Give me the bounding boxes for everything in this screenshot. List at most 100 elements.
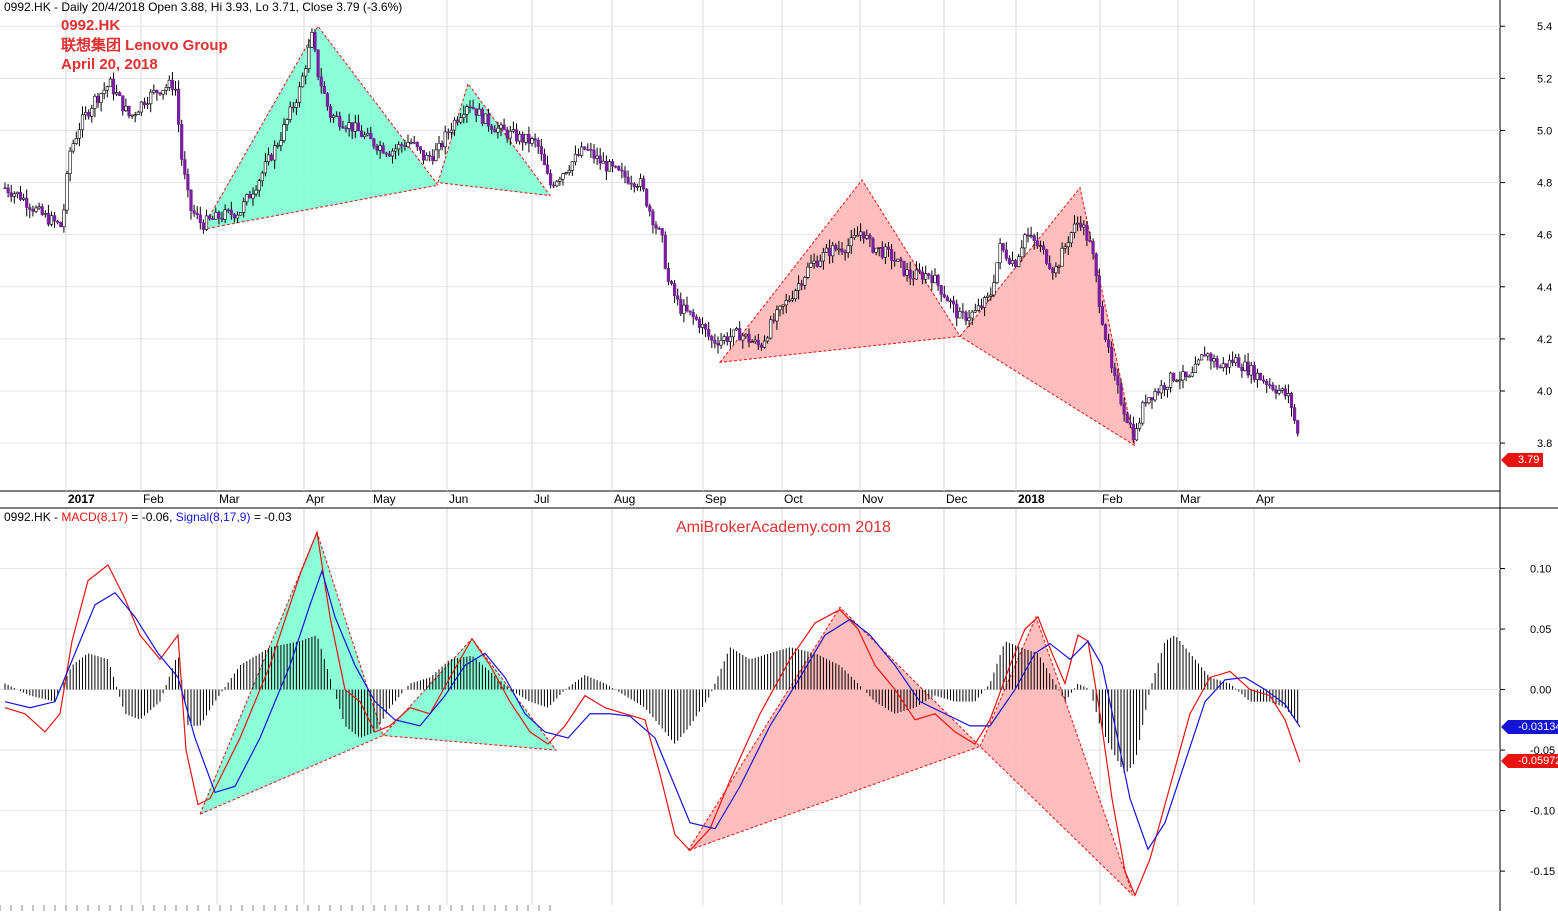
- candle-up: [567, 170, 571, 173]
- candle-down: [9, 192, 13, 197]
- x-axis-label: Jul: [534, 492, 549, 506]
- candle-up: [149, 91, 153, 105]
- candle-up: [347, 122, 351, 129]
- candle-down: [1231, 359, 1235, 364]
- candle-up: [164, 87, 168, 91]
- candle-down: [694, 316, 698, 320]
- x-axis-label: Sep: [705, 492, 727, 506]
- candle-up: [146, 103, 150, 106]
- candle-up: [855, 234, 860, 237]
- candle-up: [263, 161, 268, 174]
- candle-up: [982, 297, 987, 308]
- candle-down: [939, 285, 943, 295]
- candle-up: [1227, 359, 1232, 368]
- candle-down: [1079, 222, 1083, 228]
- candle-up: [173, 88, 178, 91]
- candle-up: [266, 154, 271, 163]
- candle-up: [307, 46, 311, 69]
- signal-value-badge: -0.031343: [1501, 720, 1558, 734]
- candle-down: [505, 129, 509, 139]
- candle-up: [924, 273, 928, 280]
- candle-down: [1051, 268, 1055, 274]
- candle-down: [316, 49, 320, 78]
- candle-down: [1150, 397, 1154, 401]
- x-axis-label: Feb: [1102, 492, 1123, 506]
- candle-down: [548, 173, 553, 186]
- candle-down: [335, 115, 339, 118]
- candle-up: [896, 258, 900, 262]
- candle-down: [1268, 384, 1272, 387]
- candle-down: [669, 281, 674, 284]
- macd-bull-pattern-triangle: [381, 637, 558, 751]
- candle-down: [552, 184, 556, 187]
- candle-up: [933, 275, 937, 284]
- candle-down: [403, 145, 407, 148]
- candle-down: [325, 93, 330, 107]
- candle-down: [1215, 358, 1219, 368]
- candle-down: [657, 228, 661, 230]
- candle-up: [837, 248, 841, 251]
- candle-up: [1181, 371, 1185, 381]
- candle-down: [31, 209, 35, 212]
- candle-down: [40, 206, 44, 215]
- candle-down: [654, 224, 658, 229]
- candle-up: [750, 341, 754, 344]
- candle-up: [1206, 353, 1210, 357]
- candle-down: [1119, 384, 1123, 405]
- candle-up: [409, 141, 413, 144]
- candle-up: [273, 145, 277, 161]
- candle-down: [421, 149, 426, 161]
- candle-down: [431, 156, 435, 162]
- candle-down: [1001, 243, 1005, 251]
- candle-up: [719, 340, 723, 346]
- candle-down: [1162, 385, 1166, 390]
- macd-y-tick-label: 0.00: [1530, 685, 1551, 697]
- candle-down: [28, 207, 32, 210]
- candle-up: [883, 246, 887, 258]
- candle-down: [3, 187, 7, 190]
- candle-up: [62, 209, 66, 228]
- candle-up: [285, 119, 289, 125]
- candle-up: [74, 138, 78, 144]
- candle-down: [471, 107, 475, 109]
- candle-up: [1187, 375, 1191, 378]
- macd-histogram: [4, 635, 1299, 773]
- candle-up: [49, 215, 54, 225]
- candle-down: [676, 295, 680, 300]
- candle-down: [127, 105, 131, 117]
- candle-down: [198, 214, 202, 224]
- candle-down: [1045, 249, 1049, 264]
- candle-up: [570, 161, 574, 171]
- candle-up: [607, 161, 612, 172]
- candle-down: [59, 222, 63, 228]
- candle-up: [378, 145, 382, 151]
- candle-up: [511, 129, 515, 132]
- candle-up: [449, 129, 454, 133]
- candle-up: [366, 132, 370, 136]
- candle-down: [226, 209, 230, 212]
- candle-up: [245, 194, 249, 203]
- macd-header: 0992.HK - MACD(8,17) = -0.06, Signal(8,1…: [4, 510, 292, 524]
- candle-up: [530, 138, 534, 144]
- candle-up: [124, 105, 128, 111]
- candle-down: [375, 145, 379, 151]
- candle-down: [707, 328, 711, 337]
- price-y-tick-label: 4.8: [1537, 178, 1552, 190]
- candle-down: [886, 246, 891, 250]
- candle-down: [381, 145, 385, 154]
- x-axis-label: Oct: [784, 492, 803, 506]
- candle-up: [601, 160, 605, 164]
- candle-up: [1017, 256, 1021, 268]
- candle-down: [428, 154, 432, 157]
- candle-up: [1169, 372, 1173, 388]
- candle-down: [1218, 366, 1222, 369]
- bull-pattern-triangle: [201, 25, 439, 231]
- macd-header-signal-value: = -0.03: [250, 510, 292, 524]
- candle-down: [688, 310, 692, 313]
- candle-up: [65, 173, 69, 211]
- candle-up: [787, 299, 791, 302]
- candle-down: [322, 85, 326, 94]
- candle-up: [294, 102, 299, 108]
- candle-up: [1249, 365, 1253, 376]
- candle-down: [96, 95, 100, 103]
